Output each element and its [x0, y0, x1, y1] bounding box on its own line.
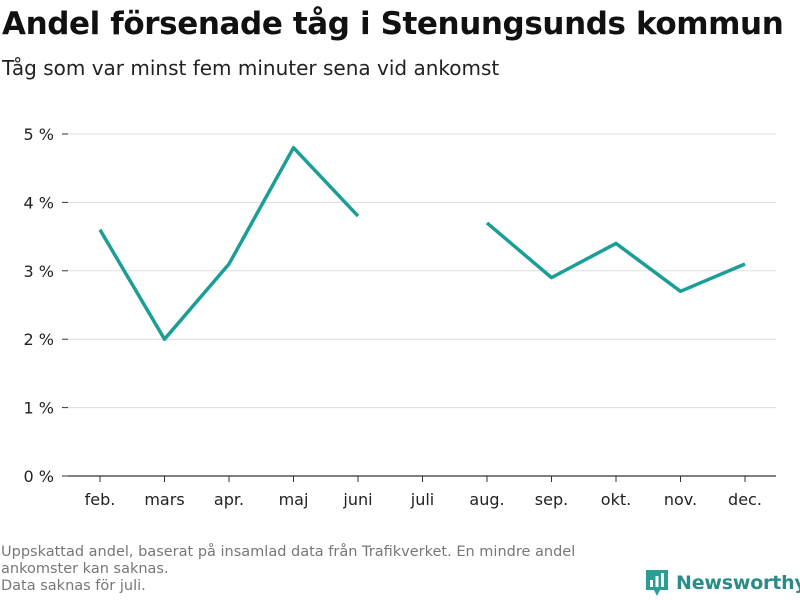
series-line-segment — [485, 221, 746, 294]
y-tick-label: 2 % — [24, 330, 54, 349]
x-tick-label: dec. — [728, 490, 762, 509]
series-lines — [98, 145, 746, 341]
y-axis-ticks: 0 % 1 % 2 % 3 % 4 % 5 % — [24, 125, 68, 486]
y-tick-label: 4 % — [24, 193, 54, 212]
x-tick-label: okt. — [601, 490, 631, 509]
footnote-missing: Data saknas för juli. — [1, 578, 146, 594]
x-tick-label: sep. — [535, 490, 568, 509]
gridlines — [68, 133, 776, 477]
x-tick-label: feb. — [85, 490, 116, 509]
x-tick-label: juli — [410, 490, 434, 509]
x-tick-label: nov. — [664, 490, 697, 509]
series-line-segment — [98, 145, 360, 341]
chart-title: Andel försenade tåg i Stenungsunds kommu… — [2, 6, 784, 42]
x-tick-label: maj — [279, 490, 309, 509]
x-axis-ticks: feb. mars apr. maj juni juli aug. sep. okt. nov. d… — [85, 476, 762, 509]
brand-name: Newsworthy — [676, 572, 800, 594]
chart-subtitle: Tåg som var minst fem minuter sena vid a… — [2, 56, 500, 80]
y-tick-label: 5 % — [24, 125, 54, 144]
x-tick-label: juni — [342, 490, 372, 509]
footnote-source: Uppskattad andel, baserat på insamlad da… — [1, 544, 576, 577]
x-tick-label: mars — [144, 490, 184, 509]
y-tick-label: 3 % — [24, 262, 54, 281]
bar-chart-badge-icon — [646, 570, 668, 596]
newsworthy-logo: Newsworthy — [644, 568, 800, 598]
y-tick-label: 0 % — [24, 467, 54, 486]
footnote: Uppskattad andel, baserat på insamlad da… — [1, 544, 641, 595]
y-tick-label: 1 % — [24, 399, 54, 418]
x-tick-label: aug. — [469, 490, 504, 509]
x-tick-label: apr. — [214, 490, 244, 509]
